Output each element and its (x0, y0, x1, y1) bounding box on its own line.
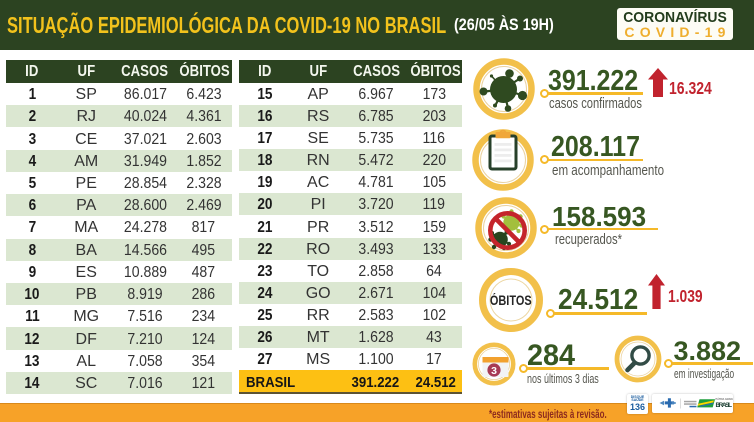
svg-text:PÁTRIA AMADA: PÁTRIA AMADA (716, 398, 734, 401)
svg-text:BRASIL: BRASIL (716, 402, 733, 409)
svg-text:3: 3 (491, 364, 497, 376)
